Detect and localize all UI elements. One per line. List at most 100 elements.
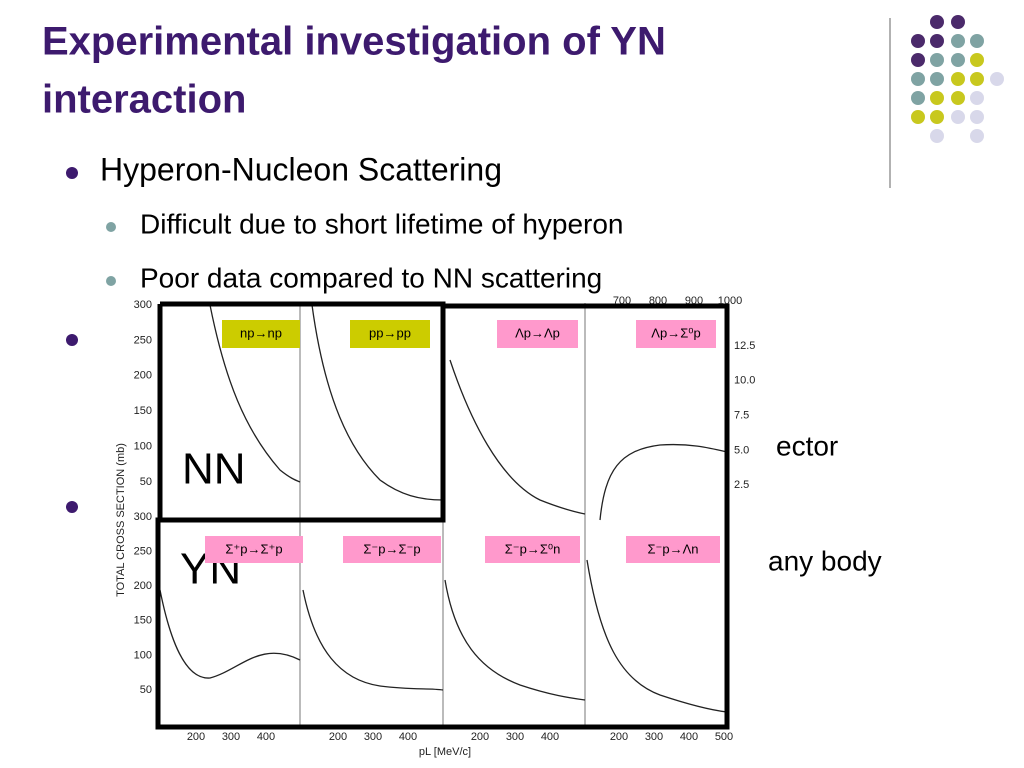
- sub-bullet-text: Difficult due to short lifetime of hyper…: [140, 208, 624, 239]
- x-tick-label: 300: [506, 731, 524, 743]
- dot: [930, 15, 944, 29]
- panel-label-box: [485, 536, 580, 563]
- panel-label-box: [222, 320, 300, 348]
- y-tick-label: 50: [140, 476, 152, 488]
- panel-label: Σ⁻p→Λn: [647, 541, 698, 556]
- y-tick-label: 12.5: [734, 340, 755, 352]
- x-tick-label: 400: [541, 731, 559, 743]
- dot: [951, 91, 965, 105]
- x-tick-label: 200: [187, 731, 205, 743]
- dot: [951, 72, 965, 86]
- dot: [951, 15, 965, 29]
- y-tick-label: 10.0: [734, 375, 755, 387]
- x-tick-label: 900: [685, 295, 703, 307]
- y-axis-label: TOTAL CROSS SECTION (mb): [115, 443, 127, 597]
- panel-label: Λp→Λp: [515, 325, 560, 340]
- dot: [951, 34, 965, 48]
- bullet: [66, 501, 78, 513]
- dot: [930, 110, 944, 124]
- panel-label-box: [350, 320, 430, 348]
- figure-background: [106, 294, 746, 762]
- bullet: [106, 276, 116, 286]
- curve: [311, 304, 444, 501]
- title: Experimental investigation of YN: [42, 20, 666, 64]
- dot: [970, 34, 984, 48]
- dot: [970, 129, 984, 143]
- y-tick-label: 2.5: [734, 479, 749, 491]
- bullet: [106, 222, 116, 232]
- x-tick-label: 200: [610, 731, 628, 743]
- figure-background: [585, 294, 745, 306]
- dot: [911, 53, 925, 67]
- panel-label: np→np: [240, 325, 282, 340]
- curve: [444, 579, 586, 701]
- panel-label: Λp→Σ⁰p: [651, 325, 700, 340]
- panel-label-box: [497, 320, 578, 348]
- y-tick-label: 250: [134, 334, 152, 346]
- curve: [209, 304, 301, 483]
- fragment-text: ector: [776, 430, 838, 461]
- dot: [930, 129, 944, 143]
- group-label: NN: [182, 445, 246, 494]
- y-tick-label: 50: [140, 684, 152, 696]
- panel-label-box: [626, 536, 720, 563]
- x-tick-label: 300: [222, 731, 240, 743]
- x-tick-label: 400: [399, 731, 417, 743]
- panel-label: Σ⁺p→Σ⁺p: [225, 541, 282, 556]
- panel-label: Σ⁻p→Σ⁰n: [505, 541, 561, 556]
- panel-label-box: [343, 536, 441, 563]
- y-tick-label: 150: [134, 615, 152, 627]
- dot: [951, 110, 965, 124]
- y-tick-label: 200: [134, 580, 152, 592]
- dot: [911, 72, 925, 86]
- x-tick-label: 1000: [718, 295, 742, 307]
- dot: [930, 53, 944, 67]
- y-tick-label: 300: [134, 511, 152, 523]
- dot: [930, 72, 944, 86]
- bullet: [66, 167, 78, 179]
- y-tick-label: 7.5: [734, 410, 749, 422]
- dot: [951, 53, 965, 67]
- curve: [586, 559, 728, 713]
- y-tick-label: 300: [134, 299, 152, 311]
- sub-bullet-text: Poor data compared to NN scattering: [140, 262, 602, 293]
- x-tick-label: 400: [680, 731, 698, 743]
- dot: [930, 34, 944, 48]
- dot: [911, 110, 925, 124]
- y-tick-label: 250: [134, 546, 152, 558]
- bullet-text: Hyperon-Nucleon Scattering: [100, 151, 502, 187]
- panel-label: Σ⁻p→Σ⁻p: [363, 541, 420, 556]
- x-tick-label: 300: [364, 731, 382, 743]
- dot: [970, 53, 984, 67]
- dot: [930, 91, 944, 105]
- x-tick-label: 300: [645, 731, 663, 743]
- y-tick-label: 100: [134, 649, 152, 661]
- dot: [970, 91, 984, 105]
- x-tick-label: 700: [613, 295, 631, 307]
- dot: [970, 110, 984, 124]
- dot: [911, 91, 925, 105]
- y-tick-label: 100: [134, 441, 152, 453]
- group-frame: [155, 303, 730, 730]
- title: interaction: [42, 78, 246, 122]
- bullet: [66, 334, 78, 346]
- panel-label-box: [636, 320, 716, 348]
- curve: [449, 359, 586, 515]
- curve: [599, 443, 728, 521]
- dot: [911, 34, 925, 48]
- y-tick-label: 150: [134, 405, 152, 417]
- y-tick-label: 200: [134, 370, 152, 382]
- fragment-text: any body: [768, 545, 882, 576]
- panel-dividers: [299, 303, 586, 727]
- dot: [990, 72, 1004, 86]
- decoration-dots: [911, 15, 1004, 143]
- x-tick-label: 200: [329, 731, 347, 743]
- panel-label-box: [205, 536, 303, 563]
- curve: [159, 589, 301, 679]
- panel-label: pp→pp: [369, 325, 411, 340]
- x-tick-label: 800: [649, 295, 667, 307]
- x-tick-label: 500: [715, 731, 733, 743]
- x-tick-label: 200: [471, 731, 489, 743]
- dot: [970, 72, 984, 86]
